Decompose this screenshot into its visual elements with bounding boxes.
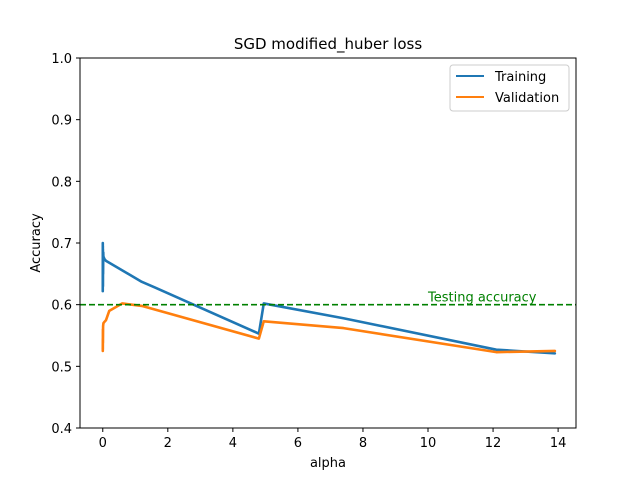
y-tick-label-0.4: 0.4 (51, 422, 72, 437)
y-tick-label-0.7: 0.7 (51, 237, 72, 252)
y-tick-label-0.5: 0.5 (51, 360, 72, 375)
series-line-validation (101, 302, 557, 354)
y-axis-label: Accuracy (29, 213, 44, 273)
plot-frame (79, 57, 577, 429)
x-axis: 0 2 4 6 8 10 12 14 (99, 428, 567, 451)
x-tick-label-4: 4 (229, 436, 237, 451)
x-tick-label-12: 12 (485, 436, 502, 451)
plot-area (80, 241, 576, 355)
x-tick-label-6: 6 (294, 436, 302, 451)
x-axis-label: alpha (310, 456, 346, 471)
x-tick-label-0: 0 (99, 436, 107, 451)
y-tick-label-0.9: 0.9 (51, 114, 72, 129)
x-tick-label-10: 10 (420, 436, 437, 451)
y-tick-label-0.6: 0.6 (51, 299, 72, 314)
chart-title: SGD modified_huber loss (234, 35, 422, 54)
testing-accuracy-label: Testing accuracy (427, 291, 537, 306)
x-tick-label-14: 14 (550, 436, 567, 451)
y-tick-label-1: 1.0 (51, 52, 72, 67)
x-tick-label-8: 8 (359, 436, 367, 451)
legend-label-validation: Validation (495, 91, 559, 106)
series-line-training (101, 241, 557, 355)
y-tick-label-0.8: 0.8 (51, 175, 72, 190)
legend-label-training: Training (494, 70, 546, 85)
y-axis: 0.4 0.5 0.6 0.7 0.8 0.9 1.0 (51, 52, 80, 437)
x-tick-label-2: 2 (164, 436, 172, 451)
legend: Training Validation (449, 64, 570, 112)
